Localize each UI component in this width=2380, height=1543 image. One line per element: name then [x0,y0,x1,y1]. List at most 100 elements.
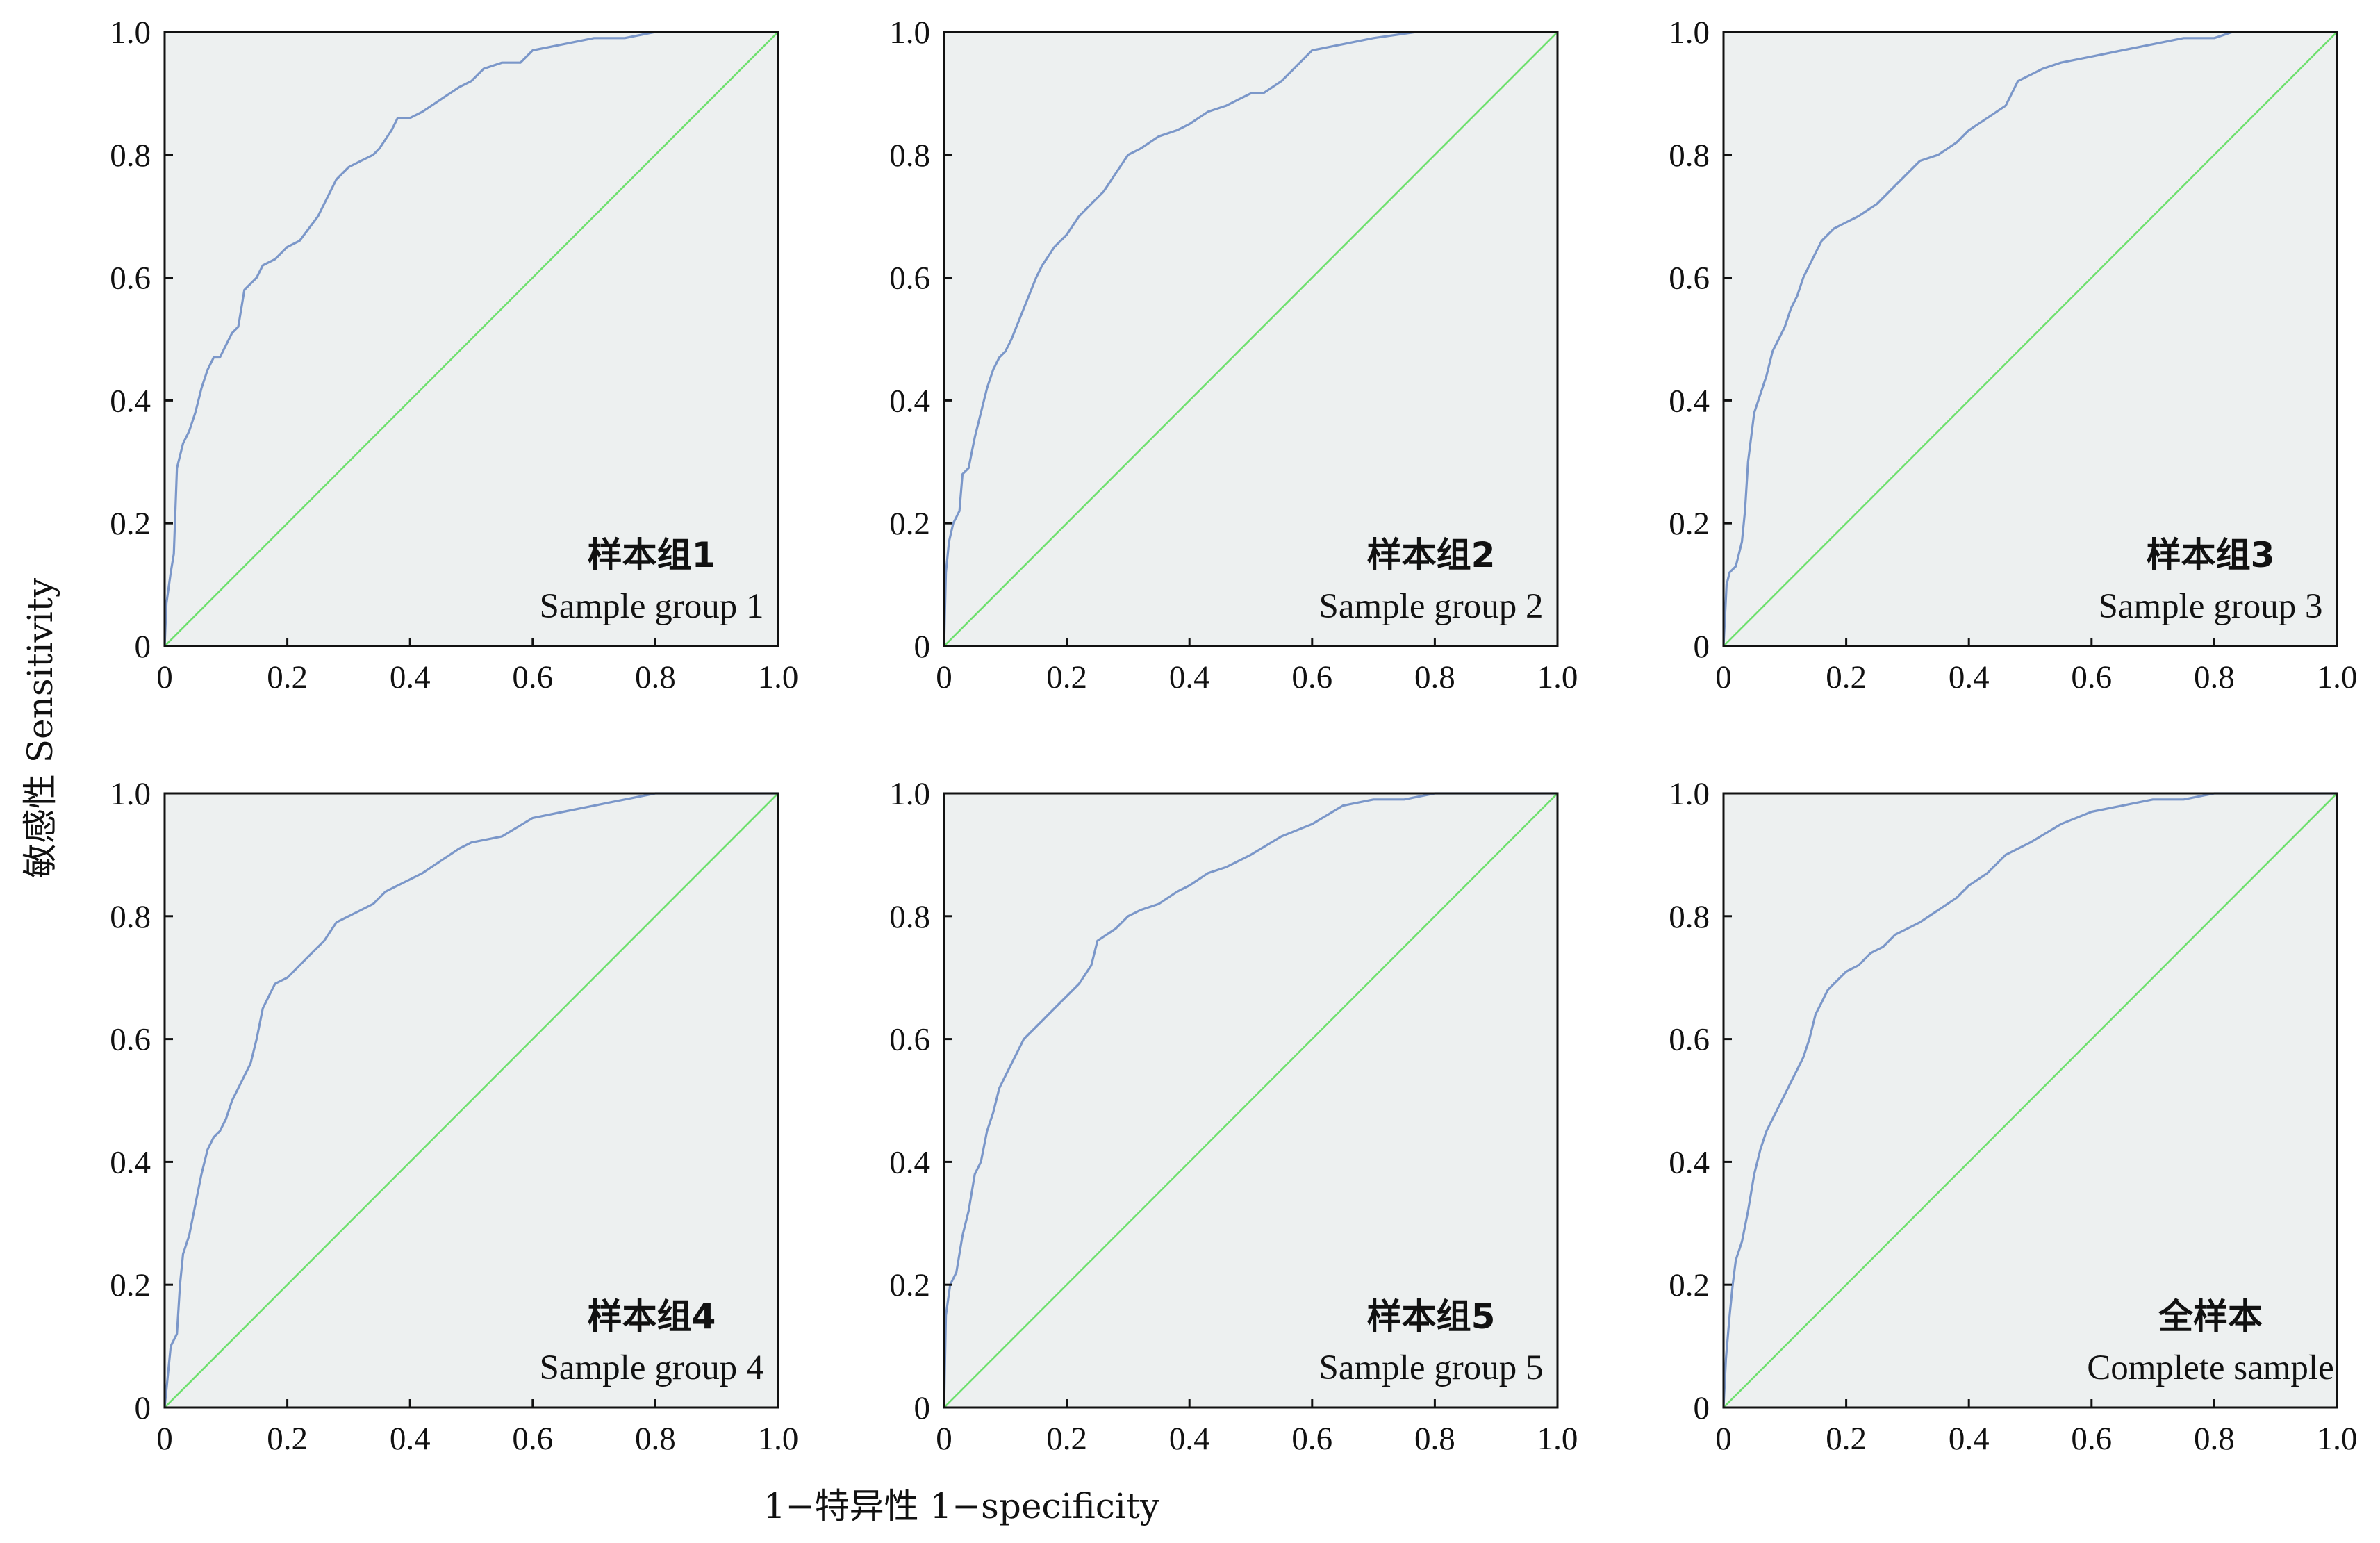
y-tick-label: 0.4 [1669,383,1710,419]
roc-panel-4: 00 0.2 0.2 0.4 0.4 0.6 0.6 0.8 0.8 1.0 1.0 样本组4 Samp… [110,776,798,1457]
y-tick-label: 0.6 [110,1022,151,1058]
panel-label-en: Complete sample [2087,1348,2334,1387]
y-axis-title: 敏感性 Sensitivity [20,577,60,878]
x-tick-label: 0.8 [2194,1421,2235,1457]
x-tick-label: 0.4 [1949,1421,1990,1457]
panel-label-en: Sample group 3 [2099,587,2323,626]
x-tick-label: 0.8 [1414,659,1455,695]
y-tick-label: 0 [135,629,151,665]
x-tick-label: 0.4 [1169,659,1210,695]
x-tick-label: 0.8 [1414,1421,1455,1457]
panel-label-cn: 样本组5 [1367,1296,1496,1337]
plot-frame [1722,792,2338,1409]
y-tick-label: 0.2 [1669,1267,1710,1303]
x-tick-label: 0 [156,1421,173,1457]
x-tick-label: 0.2 [1826,659,1867,695]
y-tick-label: 0.8 [889,899,930,935]
x-tick-label: 0.8 [2194,659,2235,695]
y-tick-label: 0.8 [1669,138,1710,174]
y-tick-label: 0 [914,1390,931,1426]
x-tick-label: 0.8 [635,1421,676,1457]
panel-label-en: Sample group 1 [540,587,764,626]
reference-line [1723,793,2338,1408]
plot-frame [943,31,1559,647]
x-tick-label: 0.6 [2071,1421,2112,1457]
reference-line [164,793,779,1408]
plot-frame [943,792,1559,1409]
panel-label-en: Sample group 5 [1319,1348,1544,1387]
x-tick-label: 0.6 [1291,1421,1332,1457]
x-tick-label: 1.0 [2317,1421,2358,1457]
y-tick-label: 0.6 [889,1022,930,1058]
x-tick-label: 0 [936,1421,952,1457]
panel-label-en: Sample group 2 [1319,587,1544,626]
x-tick-label: 1.0 [1537,1421,1578,1457]
y-tick-label: 0 [135,1390,151,1426]
plot-frame [1722,31,2338,647]
y-tick-label: 1.0 [110,776,151,812]
reference-line [943,31,1558,647]
y-tick-label: 1.0 [110,15,151,51]
x-tick-label: 0.6 [512,659,553,695]
y-tick-label: 0.4 [889,383,930,419]
x-tick-label: 0.4 [1169,1421,1210,1457]
y-tick-label: 0.2 [889,506,930,542]
x-tick-label: 0.2 [1826,1421,1867,1457]
y-tick-label: 0.8 [110,138,151,174]
y-tick-label: 1.0 [889,776,930,812]
x-tick-label: 0.2 [1046,1421,1087,1457]
y-tick-label: 0.8 [1669,899,1710,935]
y-tick-label: 0.6 [110,261,151,297]
y-tick-label: 0 [1694,1390,1710,1426]
y-tick-label: 0.4 [889,1144,930,1180]
x-tick-label: 0 [1715,659,1732,695]
roc-curve [163,792,778,1408]
x-tick-label: 1.0 [1537,659,1578,695]
x-tick-label: 0.4 [1949,659,1990,695]
x-tick-label: 0.6 [2071,659,2112,695]
panel-label-cn: 样本组3 [2147,535,2275,575]
panel-label-cn: 全样本 [2158,1296,2263,1337]
panel-label-en: Sample group 4 [540,1348,764,1387]
x-tick-label: 0.2 [267,1421,308,1457]
y-tick-label: 0 [1694,629,1710,665]
y-tick-label: 1.0 [889,15,930,51]
y-tick-label: 0.6 [1669,261,1710,297]
y-tick-label: 1.0 [1669,15,1710,51]
roc-panel-3: 00 0.2 0.2 0.4 0.4 0.6 0.6 0.8 0.8 1.0 1.0 样本组3 Samp… [1669,15,2357,695]
y-tick-label: 0.2 [110,506,151,542]
y-tick-label: 0.2 [1669,506,1710,542]
y-tick-label: 0 [914,629,931,665]
roc-curve [943,31,1557,647]
roc-panel-5: 00 0.2 0.2 0.4 0.4 0.6 0.6 0.8 0.8 1.0 1.0 样本组5 Samp… [889,776,1578,1457]
y-tick-label: 0.8 [110,899,151,935]
x-tick-label: 1.0 [758,659,799,695]
roc-panel-6: 00 0.2 0.2 0.4 0.4 0.6 0.6 0.8 0.8 1.0 1.0 全样本 Compl… [1669,776,2357,1457]
x-tick-label: 0 [936,659,952,695]
y-tick-label: 0.2 [889,1267,930,1303]
x-tick-label: 0.2 [1046,659,1087,695]
x-tick-label: 0.2 [267,659,308,695]
x-tick-label: 0.4 [390,659,431,695]
x-tick-label: 0 [156,659,173,695]
y-tick-label: 0.2 [110,1267,151,1303]
panels: 000.20.20.40.40.60.60.80.81.01.0样本组1Samp… [110,15,2357,1457]
roc-curve [943,792,1557,1408]
x-tick-label: 0.4 [390,1421,431,1457]
x-tick-label: 0.6 [512,1421,553,1457]
roc-panel-2: 00 0.2 0.2 0.4 0.4 0.6 0.6 0.8 0.8 1.0 1.0 样本组2 Samp… [889,15,1578,695]
x-tick-label: 0 [1715,1421,1732,1457]
reference-line [164,31,779,647]
panel-label-cn: 样本组2 [1367,535,1496,575]
reference-line [1723,31,2338,647]
plot-frame [163,31,779,647]
y-tick-label: 0.6 [889,261,930,297]
y-tick-label: 1.0 [1669,776,1710,812]
panel-label-cn: 样本组1 [588,535,716,575]
y-tick-label: 0.6 [1669,1022,1710,1058]
y-tick-label: 0.4 [1669,1144,1710,1180]
roc-curve [1722,792,2337,1408]
roc-panel-1: 00 0.2 0.2 0.4 0.4 0.6 0.6 0.8 0.8 1.0 1.0 样本组1 Samp… [110,15,798,695]
reference-line [943,793,1558,1408]
